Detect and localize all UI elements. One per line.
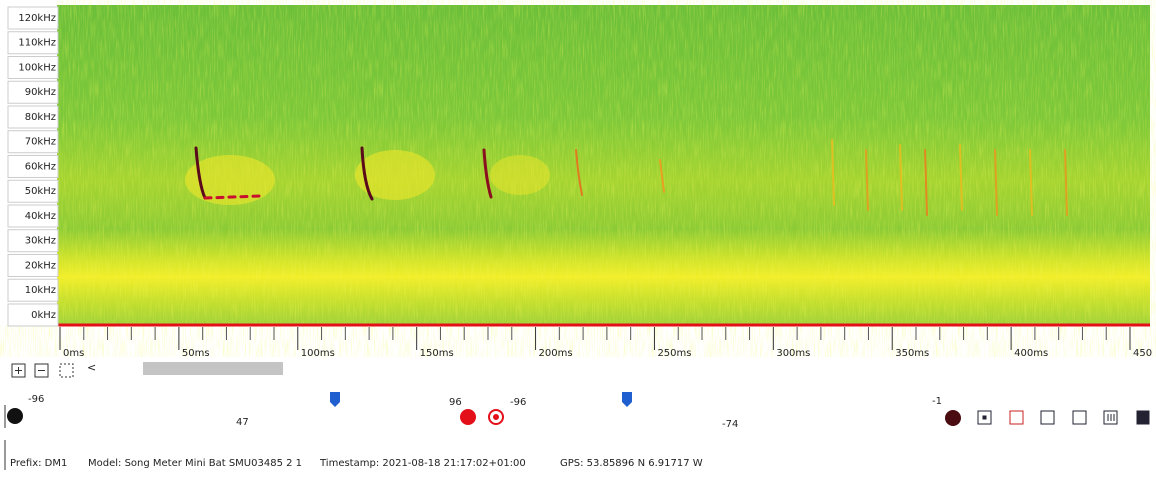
mid-min: -96 bbox=[510, 397, 526, 408]
freq-label-box bbox=[7, 6, 59, 30]
freq-label: 110kHz bbox=[18, 38, 56, 49]
freq-label-box bbox=[7, 253, 59, 277]
time-label: 250ms bbox=[657, 348, 691, 359]
freq-label-box bbox=[7, 105, 59, 129]
time-label: 450 bbox=[1133, 348, 1152, 359]
scrollbar-thumb[interactable] bbox=[143, 362, 283, 375]
freq-label-box bbox=[7, 179, 59, 203]
calls bbox=[185, 139, 1068, 216]
freq-label: 20kHz bbox=[25, 260, 56, 271]
freq-label-box bbox=[7, 154, 59, 178]
time-label: 350ms bbox=[895, 348, 929, 359]
freq-label: 90kHz bbox=[25, 87, 56, 98]
time-label: 200ms bbox=[539, 348, 573, 359]
time-label: 150ms bbox=[420, 348, 454, 359]
freq-label-box bbox=[7, 31, 59, 55]
freq-label: 0kHz bbox=[31, 310, 56, 321]
marker-right[interactable] bbox=[622, 392, 632, 407]
freq-label-box bbox=[7, 204, 59, 228]
time-label: 0ms bbox=[63, 348, 84, 359]
time-label: 300ms bbox=[776, 348, 810, 359]
freq-label-box bbox=[7, 303, 59, 327]
freq-label-box bbox=[7, 130, 59, 154]
freq-label-box bbox=[7, 229, 59, 253]
freq-label: 50kHz bbox=[25, 186, 56, 197]
zoom-fit-button[interactable] bbox=[59, 363, 74, 378]
footer-gps: GPS: 53.85896 N 6.91717 W bbox=[560, 458, 703, 469]
time-label: 50ms bbox=[182, 348, 210, 359]
marker-left[interactable] bbox=[330, 392, 340, 407]
time-label: 400ms bbox=[1014, 348, 1048, 359]
freq-label: 60kHz bbox=[25, 161, 56, 172]
freq-label-box bbox=[7, 80, 59, 104]
mid-ring-dot bbox=[493, 414, 499, 420]
freq-label: 80kHz bbox=[25, 112, 56, 123]
tool-columns-icon bbox=[1107, 414, 1115, 421]
left-handle[interactable] bbox=[7, 408, 23, 424]
freq-label-box bbox=[7, 55, 59, 79]
mid-handle[interactable] bbox=[460, 409, 476, 425]
tool-point[interactable] bbox=[977, 410, 992, 425]
tool-wave[interactable] bbox=[1040, 410, 1055, 425]
tool-columns[interactable] bbox=[1103, 410, 1118, 425]
tool-point-icon bbox=[982, 415, 987, 420]
freq-label: 10kHz bbox=[25, 285, 56, 296]
freq-label: 100kHz bbox=[18, 62, 56, 73]
zoom-controls: < bbox=[11, 361, 283, 378]
freq-label-box bbox=[7, 278, 59, 302]
left-min: -96 bbox=[28, 394, 44, 405]
plus-icon bbox=[15, 367, 22, 374]
left-value: 47 bbox=[236, 417, 249, 428]
freq-label: 120kHz bbox=[18, 13, 56, 24]
tool-fill[interactable] bbox=[1136, 410, 1150, 425]
right-handle[interactable] bbox=[945, 410, 961, 426]
freq-label: 40kHz bbox=[25, 211, 56, 222]
sliders: -96 47 96 -96 -74 -1 bbox=[4, 392, 961, 430]
tool-box[interactable] bbox=[1072, 410, 1087, 425]
footer-prefix: Prefix: DM1 bbox=[10, 458, 67, 469]
freq-label: 70kHz bbox=[25, 137, 56, 148]
time-label: 100ms bbox=[301, 348, 335, 359]
toolbar bbox=[977, 410, 1150, 425]
back-button[interactable]: < bbox=[87, 361, 96, 374]
freq-label: 30kHz bbox=[25, 236, 56, 247]
right-value: -74 bbox=[722, 419, 738, 430]
mid-max: 96 bbox=[449, 397, 462, 408]
footer-timestamp: Timestamp: 2021-08-18 21:17:02+01:00 bbox=[319, 458, 526, 469]
right-max: -1 bbox=[932, 396, 942, 407]
tool-horizontal[interactable] bbox=[1009, 410, 1024, 425]
footer-model: Model: Song Meter Mini Bat SMU03485 2 1 bbox=[88, 458, 302, 469]
